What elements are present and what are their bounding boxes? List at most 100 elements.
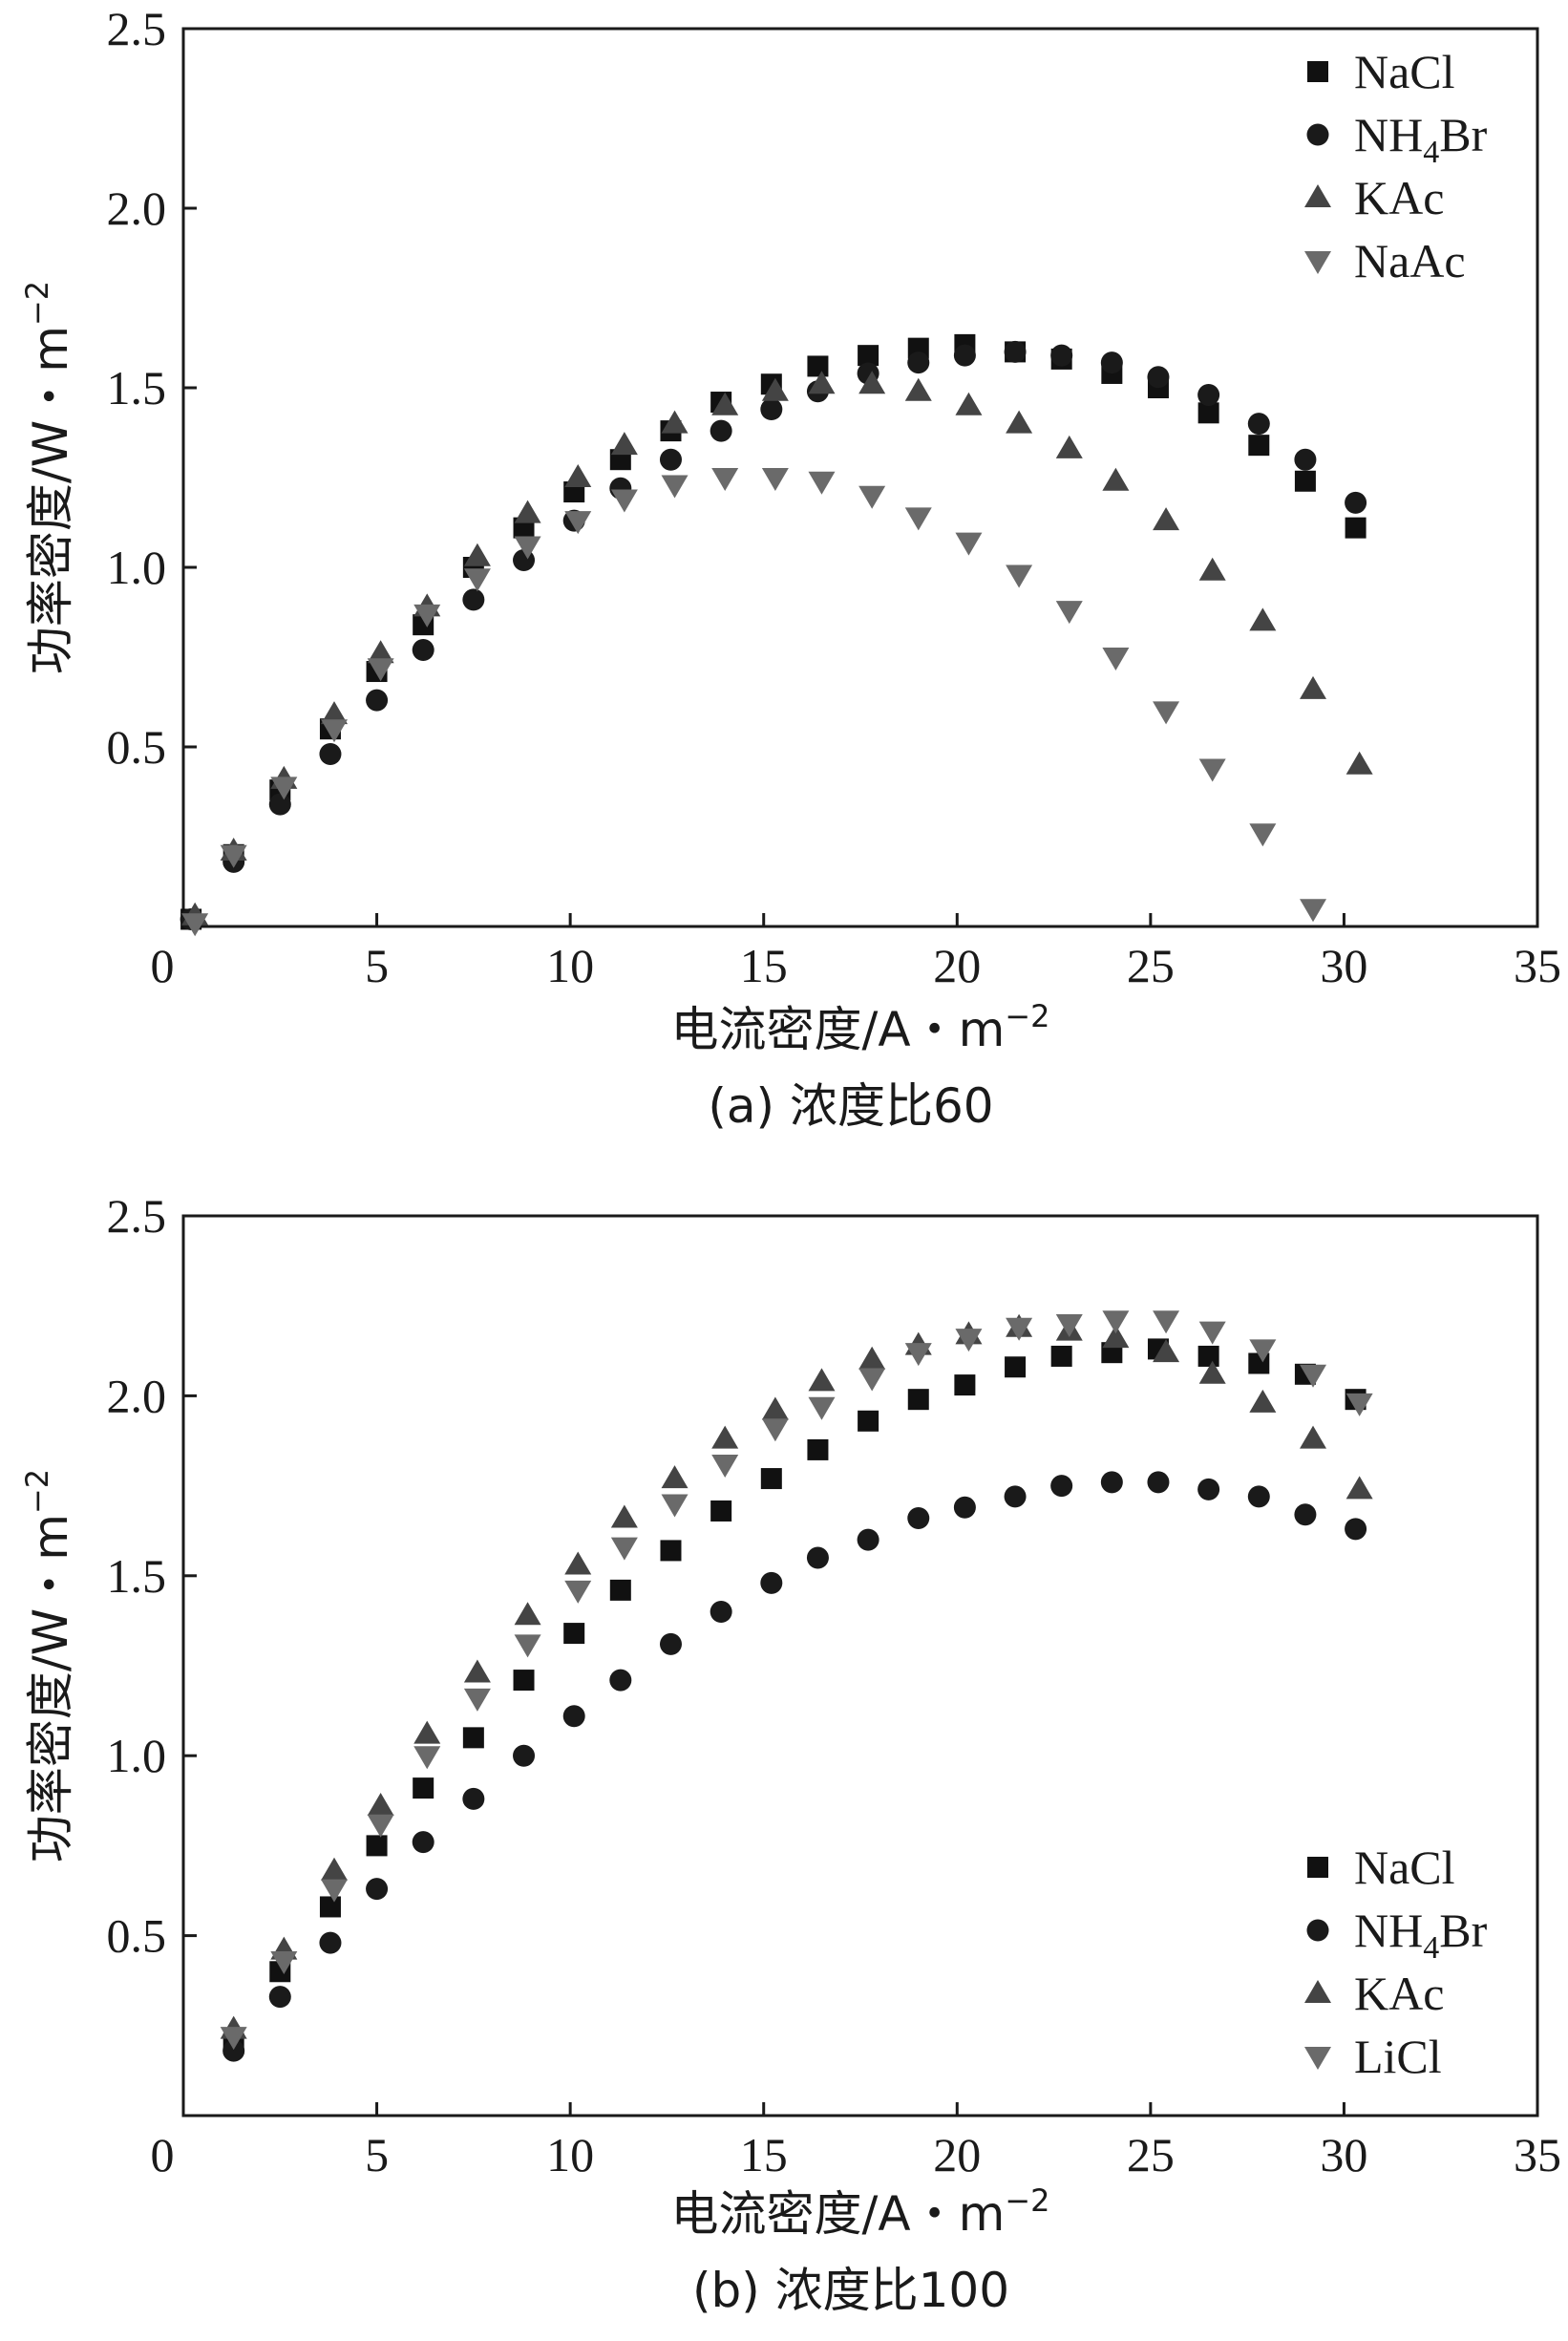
panel-a-point-naac <box>270 777 298 800</box>
panel-b-point-nh4br <box>1147 1471 1170 1494</box>
panel-b-point-nh4br <box>953 1496 976 1519</box>
panel-b-point-nh4br <box>1197 1478 1220 1500</box>
panel-b-point-licl <box>413 1746 441 1770</box>
panel-b-point-licl <box>661 1494 689 1518</box>
panel-b-point-licl <box>1153 1310 1180 1334</box>
panel-b-point-licl <box>564 1580 592 1604</box>
panel-b-point-nh4br <box>462 1787 485 1810</box>
panel-b-point-nacl <box>1197 1345 1219 1367</box>
panel-a-point-nh4br <box>710 419 732 442</box>
panel-a-point-naac <box>220 844 247 868</box>
panel-a-point-nh4br <box>659 448 682 471</box>
panel-a-legend-marker-kac <box>1304 184 1331 207</box>
panel-a-legend-marker-nacl <box>1307 61 1328 82</box>
panel-a-point-kac <box>955 392 983 415</box>
panel-b-point-licl <box>463 1688 491 1712</box>
panel-b-point-nacl <box>413 1777 434 1799</box>
panel-b-point-nacl <box>319 1896 341 1918</box>
panel-b-point-nh4br <box>268 1986 291 2009</box>
panel-b-point-licl <box>270 1950 298 1974</box>
panel-b-point-licl <box>955 1329 983 1352</box>
panel-a-caption: (a) 浓度比60 <box>708 1078 993 1134</box>
panel-a-point-nh4br <box>319 743 342 766</box>
panel-b-legend-marker-nh4br <box>1306 1919 1329 1942</box>
panel-a-point-kac <box>1102 467 1130 491</box>
panel-b-point-kac <box>514 1602 541 1626</box>
panel-a-point-naac <box>1249 823 1277 847</box>
panel-a-point-kac <box>1153 507 1180 531</box>
panel-a-point-naac <box>661 475 689 499</box>
panel-b-x-tick-label: 5 <box>365 2128 389 2181</box>
panel-a-point-nacl <box>807 355 829 377</box>
panel-b-point-nacl <box>513 1670 535 1692</box>
panel-b-point-nh4br <box>1247 1485 1270 1508</box>
panel-b-point-licl <box>1102 1310 1130 1334</box>
panel-b-point-nacl <box>954 1374 976 1396</box>
panel-b-point-nacl <box>710 1500 732 1522</box>
panel-a-point-naac <box>514 536 541 560</box>
panel-b-point-nacl <box>462 1727 484 1749</box>
panel-a-point-kac <box>463 543 491 566</box>
panel-b-point-licl <box>1300 1364 1327 1388</box>
panel-b-point-nacl <box>807 1438 829 1460</box>
panel-b-legend-label-kac: KAc <box>1354 1967 1444 2020</box>
panel-a-point-nh4br <box>1004 340 1027 363</box>
panel-a-point-nh4br <box>953 344 976 367</box>
panel-b-legend-label-nacl: NaCl <box>1354 1841 1455 1894</box>
panel-b-point-licl <box>1006 1317 1033 1341</box>
panel-a-x-tick-label: 20 <box>933 939 981 992</box>
panel-b-point-kac <box>610 1504 638 1528</box>
panel-a-x-tick-label: 15 <box>740 939 788 992</box>
panel-a-legend-label-nacl: NaCl <box>1354 45 1455 98</box>
panel-b-point-nh4br <box>319 1931 342 1954</box>
panel-b-point-nh4br <box>562 1705 585 1728</box>
panel-b-x-tick-label: 30 <box>1320 2128 1367 2181</box>
panel-a-x-tick-label: 10 <box>546 939 594 992</box>
panel-b-series-licl <box>220 1310 1373 2051</box>
panel-b: 0 5 10 15 20 25 30 35 0.5 1.0 1.5 2.0 2.5 电流密度/A・m−2 功… <box>19 1189 1561 2318</box>
panel-b-point-licl <box>220 2027 247 2051</box>
panel-a-point-nh4br <box>1050 344 1073 367</box>
panel-b-point-nacl <box>1050 1345 1072 1367</box>
panel-b-point-kac <box>1300 1425 1327 1449</box>
panel-b-point-nh4br <box>366 1878 389 1901</box>
panel-a-point-naac <box>1102 648 1130 670</box>
panel-b-x-tick-label: 25 <box>1127 2128 1175 2181</box>
panel-b-point-licl <box>858 1368 886 1392</box>
panel-a-point-nh4br <box>1345 491 1367 514</box>
panel-b-x-tick-label: 35 <box>1514 2128 1561 2181</box>
panel-b-y-tick-label: 2.0 <box>107 1369 167 1422</box>
panel-b-point-nh4br <box>412 1831 434 1854</box>
panel-b-x-axis-title: 电流密度/A・m−2 <box>671 2182 1050 2242</box>
panel-a-point-nh4br <box>412 638 434 661</box>
panel-a-series-naac <box>181 468 1327 937</box>
panel-a-y-tick-label: 2.5 <box>107 2 167 55</box>
panel-a-y-axis-title: 功率密度/W・m−2 <box>19 281 78 674</box>
panel-a-point-kac <box>321 701 349 725</box>
panel-b-point-nacl <box>660 1540 682 1562</box>
panel-a-point-nacl <box>858 345 879 367</box>
panel-b-x-tick-label: 10 <box>546 2128 594 2181</box>
panel-b-point-nh4br <box>857 1528 879 1551</box>
panel-a-point-naac <box>1055 601 1083 625</box>
panel-b-legend-marker-kac <box>1304 1980 1331 2003</box>
panel-a-point-nacl <box>1248 435 1270 457</box>
panel-a-point-naac <box>181 913 209 937</box>
panel-b-series-kac <box>220 1313 1373 2039</box>
panel-b-point-kac <box>564 1551 592 1575</box>
panel-b-y-tick-label: 2.5 <box>107 1189 167 1243</box>
panel-a-legend-marker-nh4br <box>1306 123 1329 146</box>
panel-a-x-tick-label: 30 <box>1320 939 1367 992</box>
panel-b-point-kac <box>367 1792 394 1816</box>
panel-b-point-nh4br <box>513 1744 536 1767</box>
panel-a-point-naac <box>955 532 983 556</box>
panel-b-point-licl <box>761 1418 789 1442</box>
panel-b-point-kac <box>711 1425 739 1449</box>
panel-a-y-tick-label: 1.5 <box>107 361 167 415</box>
panel-b-point-kac <box>413 1720 441 1744</box>
panel-b-legend-marker-licl <box>1304 2047 1331 2070</box>
panel-b-point-nh4br <box>710 1600 732 1623</box>
panel-a-point-naac <box>367 658 394 682</box>
